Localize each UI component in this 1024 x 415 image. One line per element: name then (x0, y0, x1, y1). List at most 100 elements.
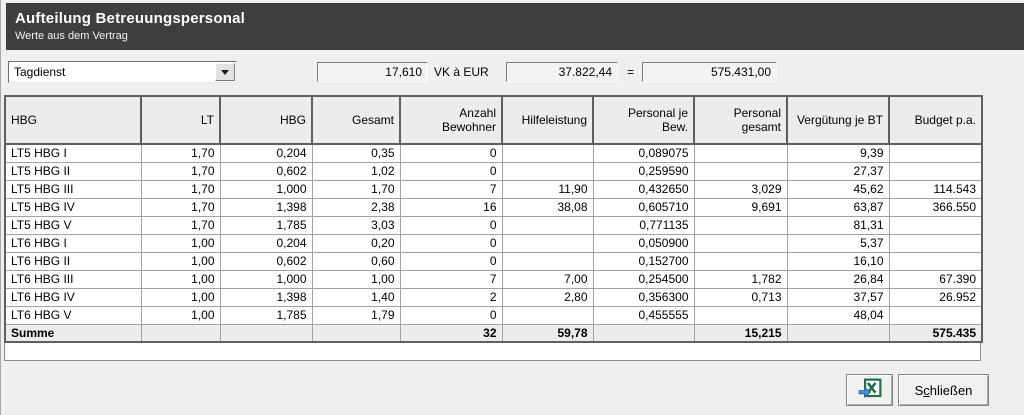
table-cell: 16,10 (787, 252, 890, 271)
summe-cell (220, 323, 313, 343)
table-cell (694, 306, 788, 325)
table-cell: 9,39 (787, 144, 890, 163)
table-cell (502, 144, 594, 163)
dialog-header: Aufteilung Betreuungspersonal Werte aus … (6, 3, 1024, 50)
table-cell: 1,00 (141, 306, 221, 325)
table-cell: 26.952 (889, 288, 983, 307)
table-row[interactable]: LT5 HBG I 1,70 0,204 0,35 0 0,089075 9,39 (5, 144, 983, 163)
table-cell (889, 144, 983, 163)
table-row[interactable]: LT6 HBG I 1,00 0,204 0,20 0 0,050900 5,37 (5, 234, 983, 253)
close-label-pre: S (914, 382, 924, 398)
table-cell: 0,204 (220, 144, 313, 163)
table-cell: 0 (400, 306, 503, 325)
table-cell: 1,70 (141, 180, 221, 199)
table-row[interactable]: LT6 HBG III 1,00 1,000 1,00 7 7,00 0,254500 1,7… (5, 270, 983, 289)
table-cell: 366.550 (889, 198, 983, 217)
table-row[interactable]: LT6 HBG V 1,00 1,785 1,79 0 0,455555 48,04 (5, 306, 983, 325)
table-cell: 3,029 (694, 180, 788, 199)
vk-eur-label: VK à EUR (434, 65, 489, 79)
table-cell: LT6 HBG I (5, 234, 142, 253)
service-dropdown[interactable]: Tagdienst (8, 61, 237, 83)
table-row[interactable]: LT5 HBG IV 1,70 1,398 2,38 16 38,08 0,605710 9,… (5, 198, 983, 217)
column-header: Hilfeleistung (501, 95, 594, 145)
table-row[interactable]: LT6 HBG IV 1,00 1,398 1,40 2 2,80 0,356300 0,71… (5, 288, 983, 307)
table-cell: 1,70 (141, 144, 221, 163)
dialog-title: Aufteilung Betreuungspersonal (15, 10, 245, 27)
dropdown-arrow-button[interactable] (215, 63, 235, 81)
table-cell: 0,20 (312, 234, 401, 253)
table-cell: 0,602 (220, 252, 313, 271)
table-cell: 1,398 (220, 198, 313, 217)
table-cell: LT6 HBG V (5, 306, 142, 325)
column-header: Budget p.a. (888, 95, 983, 145)
table-cell: 1,00 (141, 270, 221, 289)
table-cell: 1,70 (141, 198, 221, 217)
table-header-row: HBG LT HBG Gesamt Anzahl Bewohner Hilfeleistu… (4, 95, 983, 145)
service-dropdown-value: Tagdienst (14, 65, 66, 79)
table-cell (889, 252, 983, 271)
table-cell: 3,03 (312, 216, 401, 235)
table-cell (889, 234, 983, 253)
table-row[interactable]: LT5 HBG III 1,70 1,000 1,70 7 11,90 0,432650 3,… (5, 180, 983, 199)
table-cell: 63,87 (787, 198, 890, 217)
table-cell: 0,356300 (593, 288, 695, 307)
table-cell: 0,254500 (593, 270, 695, 289)
table-cell: 1,785 (220, 216, 313, 235)
table-cell: LT5 HBG I (5, 144, 142, 163)
table-cell: 0,050900 (593, 234, 695, 253)
table-cell: 1,70 (141, 162, 221, 181)
table-cell: 0,455555 (593, 306, 695, 325)
table-cell: 0,259590 (593, 162, 695, 181)
table-cell: 0 (400, 252, 503, 271)
vk-field: 17,610 (317, 62, 428, 82)
excel-icon (858, 378, 881, 399)
table-cell: 7,00 (502, 270, 594, 289)
table-cell: LT5 HBG III (5, 180, 142, 199)
budget-total-field: 575.431,00 (642, 62, 777, 82)
table-cell (694, 144, 788, 163)
table-cell: 0,771135 (593, 216, 695, 235)
table-cell (502, 162, 594, 181)
table-cell (502, 234, 594, 253)
table-cell: 1,782 (694, 270, 788, 289)
column-header: HBG (4, 95, 142, 145)
table-row[interactable]: LT6 HBG II 1,00 0,602 0,60 0 0,152700 16,10 (5, 252, 983, 271)
table-cell: 1,02 (312, 162, 401, 181)
table-cell: 67.390 (889, 270, 983, 289)
table-cell: 1,00 (141, 234, 221, 253)
table-cell: 1,000 (220, 270, 313, 289)
table-cell: 26,84 (787, 270, 890, 289)
close-label-mnemonic: c (923, 382, 930, 398)
table-cell: 1,70 (141, 216, 221, 235)
table-cell: 37,57 (787, 288, 890, 307)
column-header: HBG (219, 95, 313, 145)
data-grid: HBG LT HBG Gesamt Anzahl Bewohner Hilfeleistu… (4, 95, 983, 361)
table-cell: 0,602 (220, 162, 313, 181)
table-cell: 0,152700 (593, 252, 695, 271)
table-cell: 7 (400, 270, 503, 289)
table-row[interactable]: LT5 HBG II 1,70 0,602 1,02 0 0,259590 27,37 (5, 162, 983, 181)
summe-cell: 15,215 (694, 323, 788, 343)
table-cell: 16 (400, 198, 503, 217)
table-cell: 2,80 (502, 288, 594, 307)
table-row[interactable]: LT5 HBG V 1,70 1,785 3,03 0 0,771135 81,31 (5, 216, 983, 235)
table-cell: 114.543 (889, 180, 983, 199)
table-cell: 5,37 (787, 234, 890, 253)
table-cell: 45,62 (787, 180, 890, 199)
table-cell: 0 (400, 234, 503, 253)
table-cell: 48,04 (787, 306, 890, 325)
table-cell: LT5 HBG II (5, 162, 142, 181)
excel-export-button[interactable] (846, 374, 893, 406)
table-cell: LT6 HBG II (5, 252, 142, 271)
summe-cell: Summe (5, 323, 142, 343)
column-header: LT (140, 95, 221, 145)
table-cell (889, 216, 983, 235)
table-cell: 27,37 (787, 162, 890, 181)
summe-cell (312, 323, 401, 343)
table-cell: 0 (400, 162, 503, 181)
close-label-post: hließen (929, 382, 973, 398)
table-cell: 0 (400, 144, 503, 163)
table-cell (694, 234, 788, 253)
equals-label: = (627, 65, 635, 79)
